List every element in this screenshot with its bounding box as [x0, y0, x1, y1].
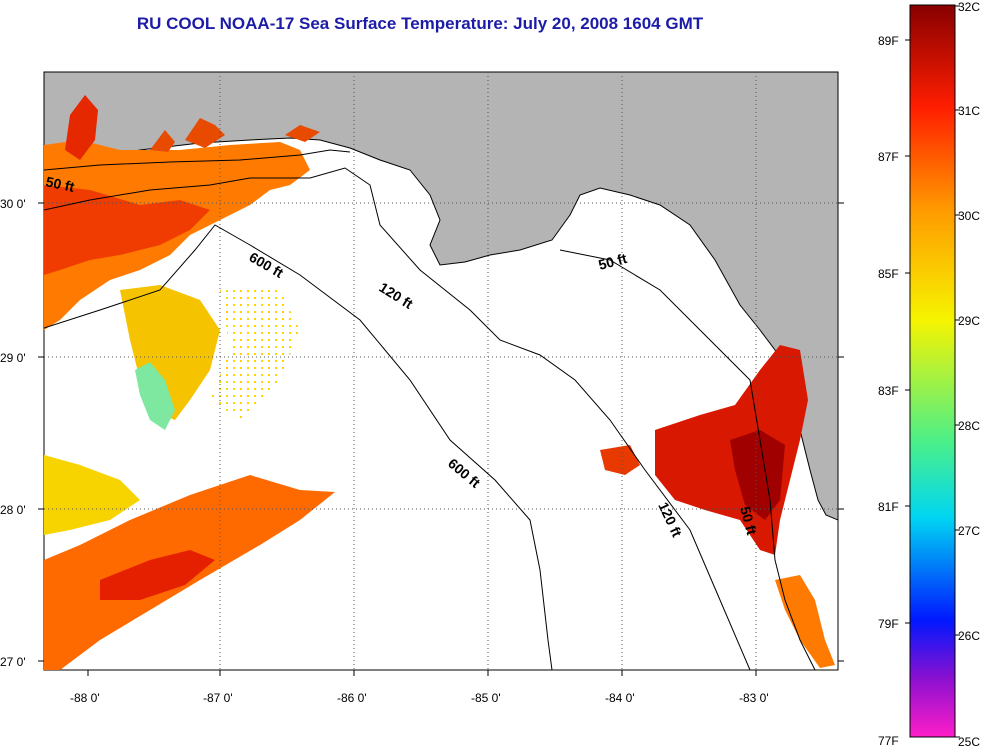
colorbar-label-29c: 29C — [958, 314, 980, 328]
contour-label-50ft-south: 50 ft — [737, 505, 760, 537]
sst-patch-south-hot — [100, 550, 215, 600]
lat-label-28: 28 0' — [0, 503, 26, 517]
colorbar-label-27c: 27C — [958, 524, 980, 538]
contour-label-50ft-east: 50 ft — [597, 250, 629, 273]
lon-label-88: -88 0' — [70, 691, 100, 705]
sst-patch-big-bend-core — [730, 430, 785, 520]
lon-label-86: -86 0' — [337, 691, 367, 705]
colorbar-label-89f: 89F — [878, 34, 899, 48]
contour-600ft — [44, 224, 553, 670]
colorbar-label-26c: 26C — [958, 629, 980, 643]
lat-label-27: 27 0' — [0, 655, 26, 669]
colorbar-label-81f: 81F — [878, 500, 899, 514]
colorbar-label-85f: 85F — [878, 267, 899, 281]
sst-patch-bays — [150, 118, 320, 152]
lon-label-84: -84 0' — [605, 691, 635, 705]
contour-120ft — [44, 167, 751, 670]
sst-patch-southwest-yellow — [44, 455, 140, 535]
colorbar-label-30c: 30C — [958, 209, 980, 223]
graticule — [44, 72, 838, 670]
sst-patch-cool-streak — [135, 362, 175, 430]
lat-label-29: 29 0' — [0, 351, 26, 365]
colorbar-label-32c: 32C — [958, 0, 980, 14]
lon-label-85: -85 0' — [471, 691, 501, 705]
sst-patch-tampa — [775, 575, 835, 668]
sst-patch-cedar-key — [600, 445, 640, 475]
colorbar-label-28c: 28C — [958, 419, 980, 433]
colorbar-label-31c: 31C — [958, 104, 980, 118]
colorbar-label-25c: 25C — [958, 735, 980, 749]
contour-50ft-east — [559, 249, 816, 670]
colorbar-label-87f: 87F — [878, 150, 899, 164]
sst-patch-speckles — [210, 290, 300, 420]
lon-label-87: -87 0' — [203, 691, 233, 705]
colorbar-label-77f: 77F — [878, 734, 899, 748]
contour-50ft-west — [44, 149, 351, 171]
sst-patch-mobile-bay — [65, 95, 98, 160]
lon-label-83: -83 0' — [739, 691, 769, 705]
colorbar-label-79f: 79F — [878, 617, 899, 631]
sst-patch-northwest-hot — [44, 185, 210, 275]
map-title: RU COOL NOAA-17 Sea Surface Temperature:… — [136, 14, 704, 33]
colorbar-label-83f: 83F — [878, 384, 899, 398]
colorbar — [909, 4, 956, 738]
lat-label-30: 30 0' — [0, 197, 26, 211]
contour-label-50ft-west: 50 ft — [44, 173, 76, 195]
